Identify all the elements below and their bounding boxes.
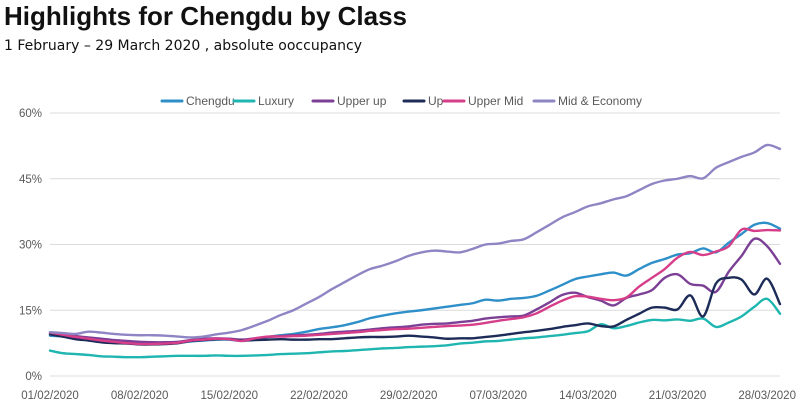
legend-label-mid-economy: Mid & Economy [558,94,642,108]
x-tick-label: 15/02/2020 [201,390,259,402]
y-tick-label: 0% [25,371,42,383]
x-tick-label: 07/03/2020 [469,390,527,402]
legend-label-chengdu: Chengdu [186,94,235,108]
x-tick-label: 08/02/2020 [111,390,169,402]
y-tick-label: 60% [19,108,42,120]
y-tick-label: 15% [19,305,42,317]
chart-subtitle: 1 February – 29 March 2020 , absolute oo… [4,38,363,54]
x-tick-label: 22/02/2020 [290,390,348,402]
series-line-upper-mid [48,227,782,346]
legend-label-up: Up [428,94,444,108]
x-tick-label: 01/02/2020 [21,390,79,402]
series-line-mid-economy [48,143,782,339]
legend-label-upper-up: Upper up [337,94,387,108]
y-tick-label: 30% [19,240,42,252]
x-tick-label: 21/03/2020 [649,390,707,402]
x-tick-label: 29/02/2020 [380,390,438,402]
legend-label-luxury: Luxury [258,94,294,108]
x-tick-label: 28/03/2020 [738,390,796,402]
x-tick-label: 14/03/2020 [559,390,617,402]
series-line-luxury [48,297,782,359]
legend-label-upper-mid: Upper Mid [468,94,523,108]
chart-title: Highlights for Chengdu by Class [4,1,408,31]
y-tick-label: 45% [19,174,42,186]
